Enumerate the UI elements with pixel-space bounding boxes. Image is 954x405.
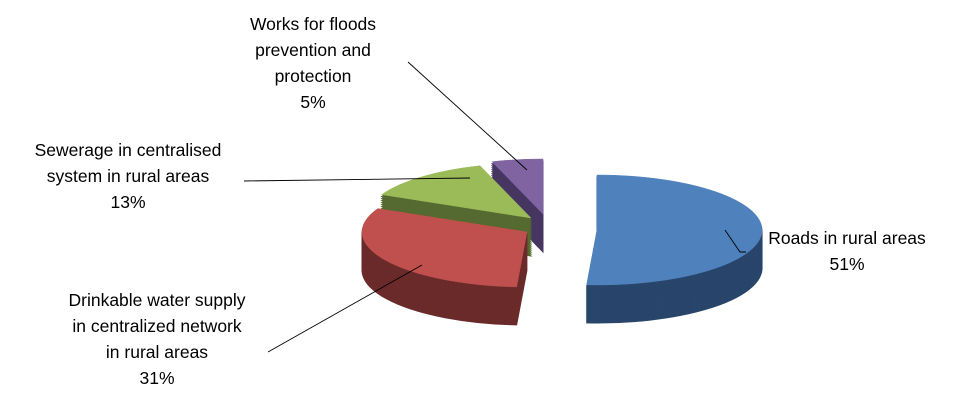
- pie-slice-top: [586, 174, 763, 286]
- leader-lines-layer: [243, 61, 746, 353]
- slice-percent-label: 51%: [829, 254, 864, 274]
- slice-name-label: in centralized network: [72, 316, 241, 336]
- pie-tops-layer: [361, 158, 763, 288]
- slice-name-label: Drinkable water supply: [68, 290, 245, 310]
- leader-line: [724, 229, 746, 253]
- slice-label: Works for floods prevention and protection…: [250, 14, 376, 112]
- pie-slice-top: [491, 158, 544, 215]
- slice-label: Drinkable water supply in centralized net…: [68, 290, 245, 388]
- leader-line: [267, 264, 423, 353]
- slice-label: Sewerage in centralised system in rural a…: [35, 140, 222, 212]
- slice-name-label: Works for floods: [250, 14, 376, 34]
- slice-name-label: Roads in rural areas: [768, 228, 926, 248]
- leader-line: [243, 177, 471, 182]
- slice-percent-label: 31%: [139, 368, 174, 388]
- slice-name-label: in rural areas: [106, 342, 208, 362]
- slice-name-label: Sewerage in centralised: [35, 140, 222, 160]
- slice-name-label: prevention and: [255, 40, 371, 60]
- pie-slice-top: [361, 208, 528, 288]
- slice-name-label: protection: [275, 66, 352, 86]
- slice-name-label: system in rural areas: [47, 166, 210, 186]
- slice-labels-layer: Roads in rural areas 51% Drinkable water s…: [35, 14, 926, 388]
- leader-line: [407, 61, 528, 171]
- slice-percent-label: 5%: [300, 92, 325, 112]
- slice-label: Roads in rural areas 51%: [768, 228, 926, 274]
- slice-percent-label: 13%: [110, 192, 145, 212]
